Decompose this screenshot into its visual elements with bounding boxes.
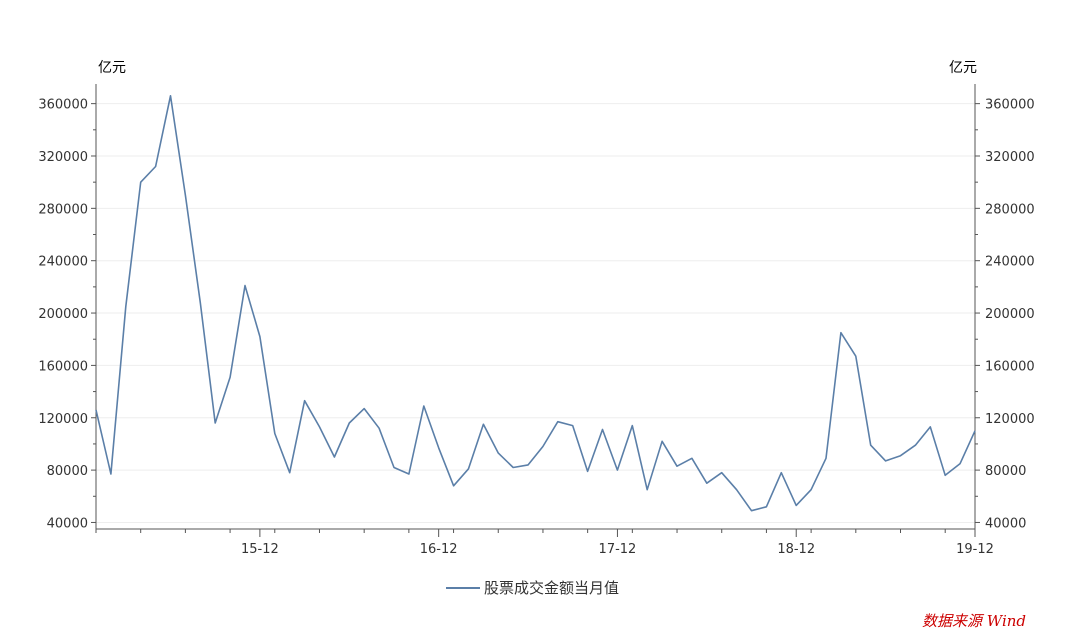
axes — [95, 84, 976, 530]
left-y-tick-label: 160000 — [38, 359, 88, 374]
legend: 股票成交金额当月值 — [446, 579, 619, 597]
x-tick-label: 18-12 — [777, 542, 815, 557]
right-y-tick-label: 200000 — [985, 307, 1035, 322]
left-y-tick-label: 320000 — [38, 150, 88, 165]
x-tick-label: 17-12 — [599, 542, 637, 557]
right-y-tick-label: 120000 — [985, 412, 1035, 427]
source-note: 数据来源 Wind — [922, 612, 1026, 630]
right-y-tick-label: 160000 — [985, 359, 1035, 374]
left-y-tick-label: 240000 — [38, 255, 88, 270]
right-y-tick-label: 40000 — [985, 516, 1026, 531]
series — [95, 95, 976, 512]
legend-label: 股票成交金额当月值 — [484, 579, 619, 597]
x-tick-label: 19-12 — [956, 542, 994, 557]
left-y-tick-label: 360000 — [38, 98, 88, 113]
left-y-tick-label: 40000 — [47, 516, 88, 531]
right-y-tick-label: 360000 — [985, 98, 1035, 113]
left-y-unit-label: 亿元 — [98, 60, 126, 76]
gridlines — [96, 103, 975, 523]
left-y-tick-label: 120000 — [38, 412, 88, 427]
left-y-tick-label: 200000 — [38, 307, 88, 322]
right-y-tick-label: 320000 — [985, 150, 1035, 165]
x-tick-label: 16-12 — [420, 542, 458, 557]
left-y-tick-label: 280000 — [38, 202, 88, 217]
right-y-tick-label: 240000 — [985, 255, 1035, 270]
right-y-unit-label: 亿元 — [949, 60, 977, 76]
left-y-tick-label: 80000 — [47, 464, 88, 479]
right-y-tick-label: 80000 — [985, 464, 1026, 479]
ticks: 40000 40000 80000 80000 120000 120000 160000 16… — [38, 98, 1034, 557]
x-tick-label: 15-12 — [241, 542, 279, 557]
series-line — [95, 95, 976, 512]
right-y-tick-label: 280000 — [985, 202, 1035, 217]
